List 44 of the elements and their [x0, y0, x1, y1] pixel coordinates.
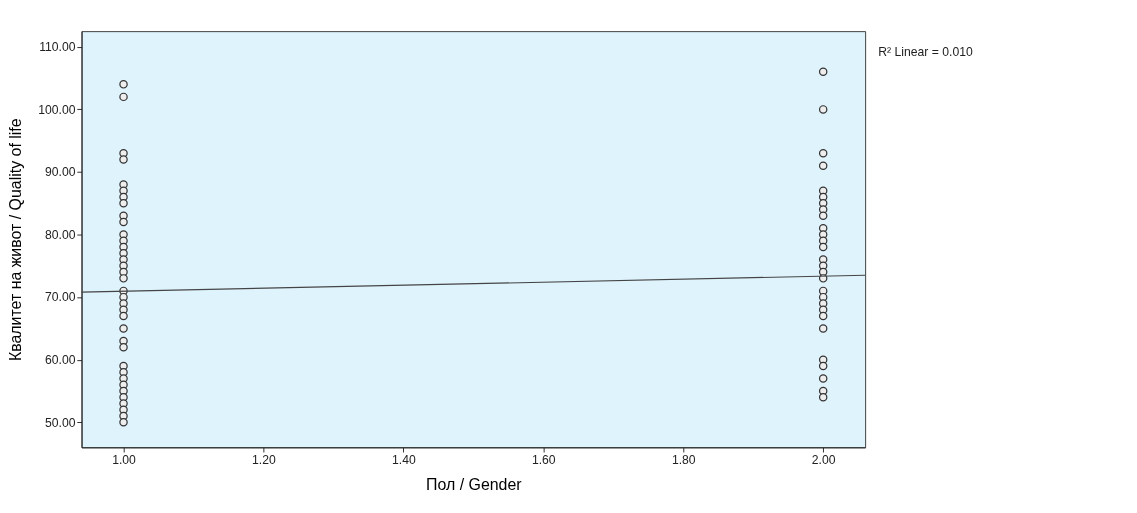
point — [119, 324, 128, 333]
point — [119, 199, 128, 208]
point — [119, 230, 128, 239]
point — [119, 217, 128, 227]
y-tick-label: 90.00 — [44, 165, 76, 180]
y-tick-label: 100.00 — [38, 102, 76, 117]
x-tick-label: 1.60 — [531, 452, 556, 467]
point — [119, 92, 128, 102]
point — [818, 393, 828, 402]
x-tick-label: 2.00 — [811, 452, 836, 467]
point — [119, 255, 128, 264]
point — [818, 311, 828, 321]
point — [818, 148, 828, 158]
point — [818, 205, 828, 214]
point — [119, 180, 128, 189]
x-axis-title: Пол / Gender — [426, 475, 523, 493]
point — [119, 274, 128, 283]
point — [818, 374, 828, 383]
point — [119, 374, 128, 383]
y-tick-label: 60.00 — [44, 352, 76, 367]
x-tick-label: 1.40 — [392, 452, 416, 467]
point — [119, 311, 128, 321]
point — [818, 324, 828, 333]
point — [119, 155, 128, 164]
y-tick-label: 110.00 — [39, 40, 76, 55]
y-tick-label: 50.00 — [44, 415, 76, 430]
point — [818, 67, 828, 77]
point — [119, 399, 128, 408]
x-tick-label: 1.20 — [252, 452, 276, 467]
point — [818, 361, 828, 371]
point — [818, 211, 828, 221]
y-tick-label: 70.00 — [44, 290, 76, 305]
point — [818, 105, 828, 114]
point — [818, 161, 828, 170]
x-tick-label: 1.00 — [112, 452, 137, 467]
point — [818, 242, 828, 252]
point — [119, 299, 128, 308]
y-tick-label: 80.00 — [44, 227, 76, 242]
point — [119, 418, 128, 427]
point — [119, 80, 128, 89]
text: R² Linear = 0.010 — [878, 44, 973, 59]
x-tick-label: 1.80 — [671, 452, 696, 467]
y-axis-title: Квалитет на живот / Quality of life — [7, 118, 25, 362]
point — [119, 342, 128, 352]
